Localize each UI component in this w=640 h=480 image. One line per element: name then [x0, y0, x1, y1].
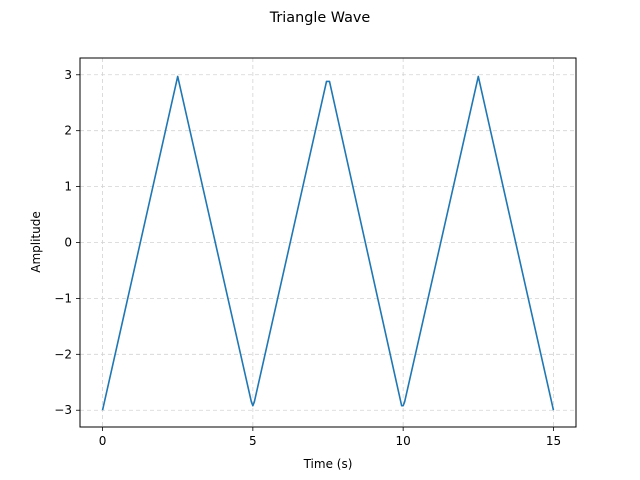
y-tick-label: −2 [54, 347, 72, 361]
x-tick-label: 15 [546, 434, 561, 448]
grid-layer [80, 58, 576, 427]
y-tick-label: 1 [64, 180, 72, 194]
x-axis-label: Time (s) [303, 457, 353, 471]
x-tick-label: 10 [396, 434, 411, 448]
chart-title: Triangle Wave [269, 10, 371, 26]
series-line [101, 75, 555, 411]
y-tick-label: 2 [64, 124, 72, 138]
tick-layer: 0 5 10 15 −3 −2 −1 0 1 2 3 [54, 68, 561, 448]
y-axis-label: Amplitude [29, 211, 43, 273]
y-tick-label: −3 [54, 403, 72, 417]
y-tick-label: 0 [64, 236, 72, 250]
y-tick-label: 3 [64, 68, 72, 82]
y-tick-label: −1 [54, 291, 72, 305]
x-tick-label: 0 [99, 434, 107, 448]
x-tick-label: 5 [249, 434, 257, 448]
line-layer [101, 75, 555, 411]
